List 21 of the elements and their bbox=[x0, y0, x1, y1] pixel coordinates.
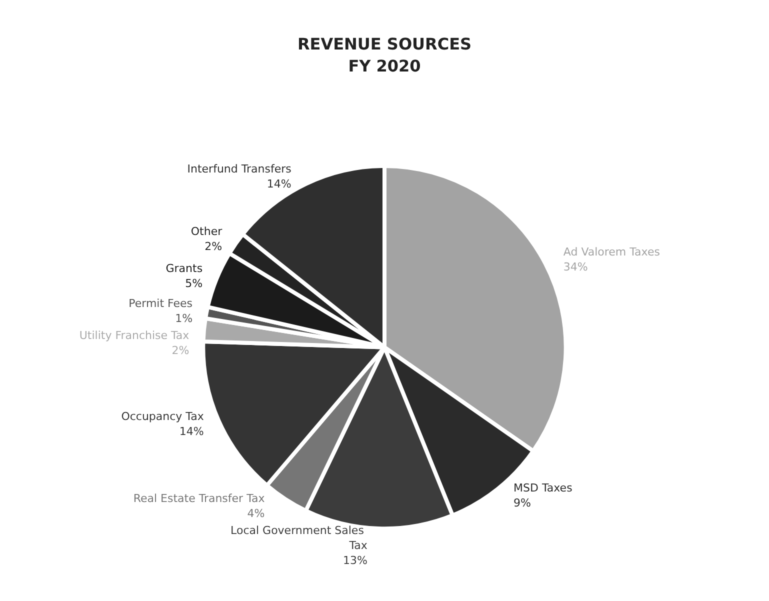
slice-label: Permit Fees bbox=[128, 297, 193, 310]
slice-label: Ad Valorem Taxes bbox=[563, 246, 660, 259]
data-label: 2% bbox=[172, 344, 190, 358]
data-label: 14% bbox=[266, 178, 292, 191]
data-label: 13% bbox=[342, 554, 368, 567]
data-label: 5% bbox=[185, 277, 203, 290]
data-label: 9% bbox=[514, 496, 532, 510]
slice-label: Local Government Sales Tax bbox=[230, 524, 368, 552]
data-label: 4% bbox=[247, 506, 265, 520]
slice-label: Real Estate Transfer Tax bbox=[133, 492, 266, 505]
slice-label: Utility Franchise Tax bbox=[79, 329, 190, 342]
data-label: 1% bbox=[175, 312, 193, 326]
data-label: 14% bbox=[179, 424, 204, 438]
slice-label: Interfund Transfers bbox=[187, 162, 292, 176]
data-label: 34% bbox=[563, 260, 588, 274]
slice-label: MSD Taxes bbox=[514, 481, 573, 494]
slice-label: Grants bbox=[166, 262, 203, 276]
chart-title: REVENUE SOURCES FY 2020 bbox=[297, 34, 472, 76]
slice-label: Occupancy Tax bbox=[121, 410, 204, 423]
data-label: 2% bbox=[204, 240, 222, 253]
slice-label: Other bbox=[190, 224, 223, 238]
